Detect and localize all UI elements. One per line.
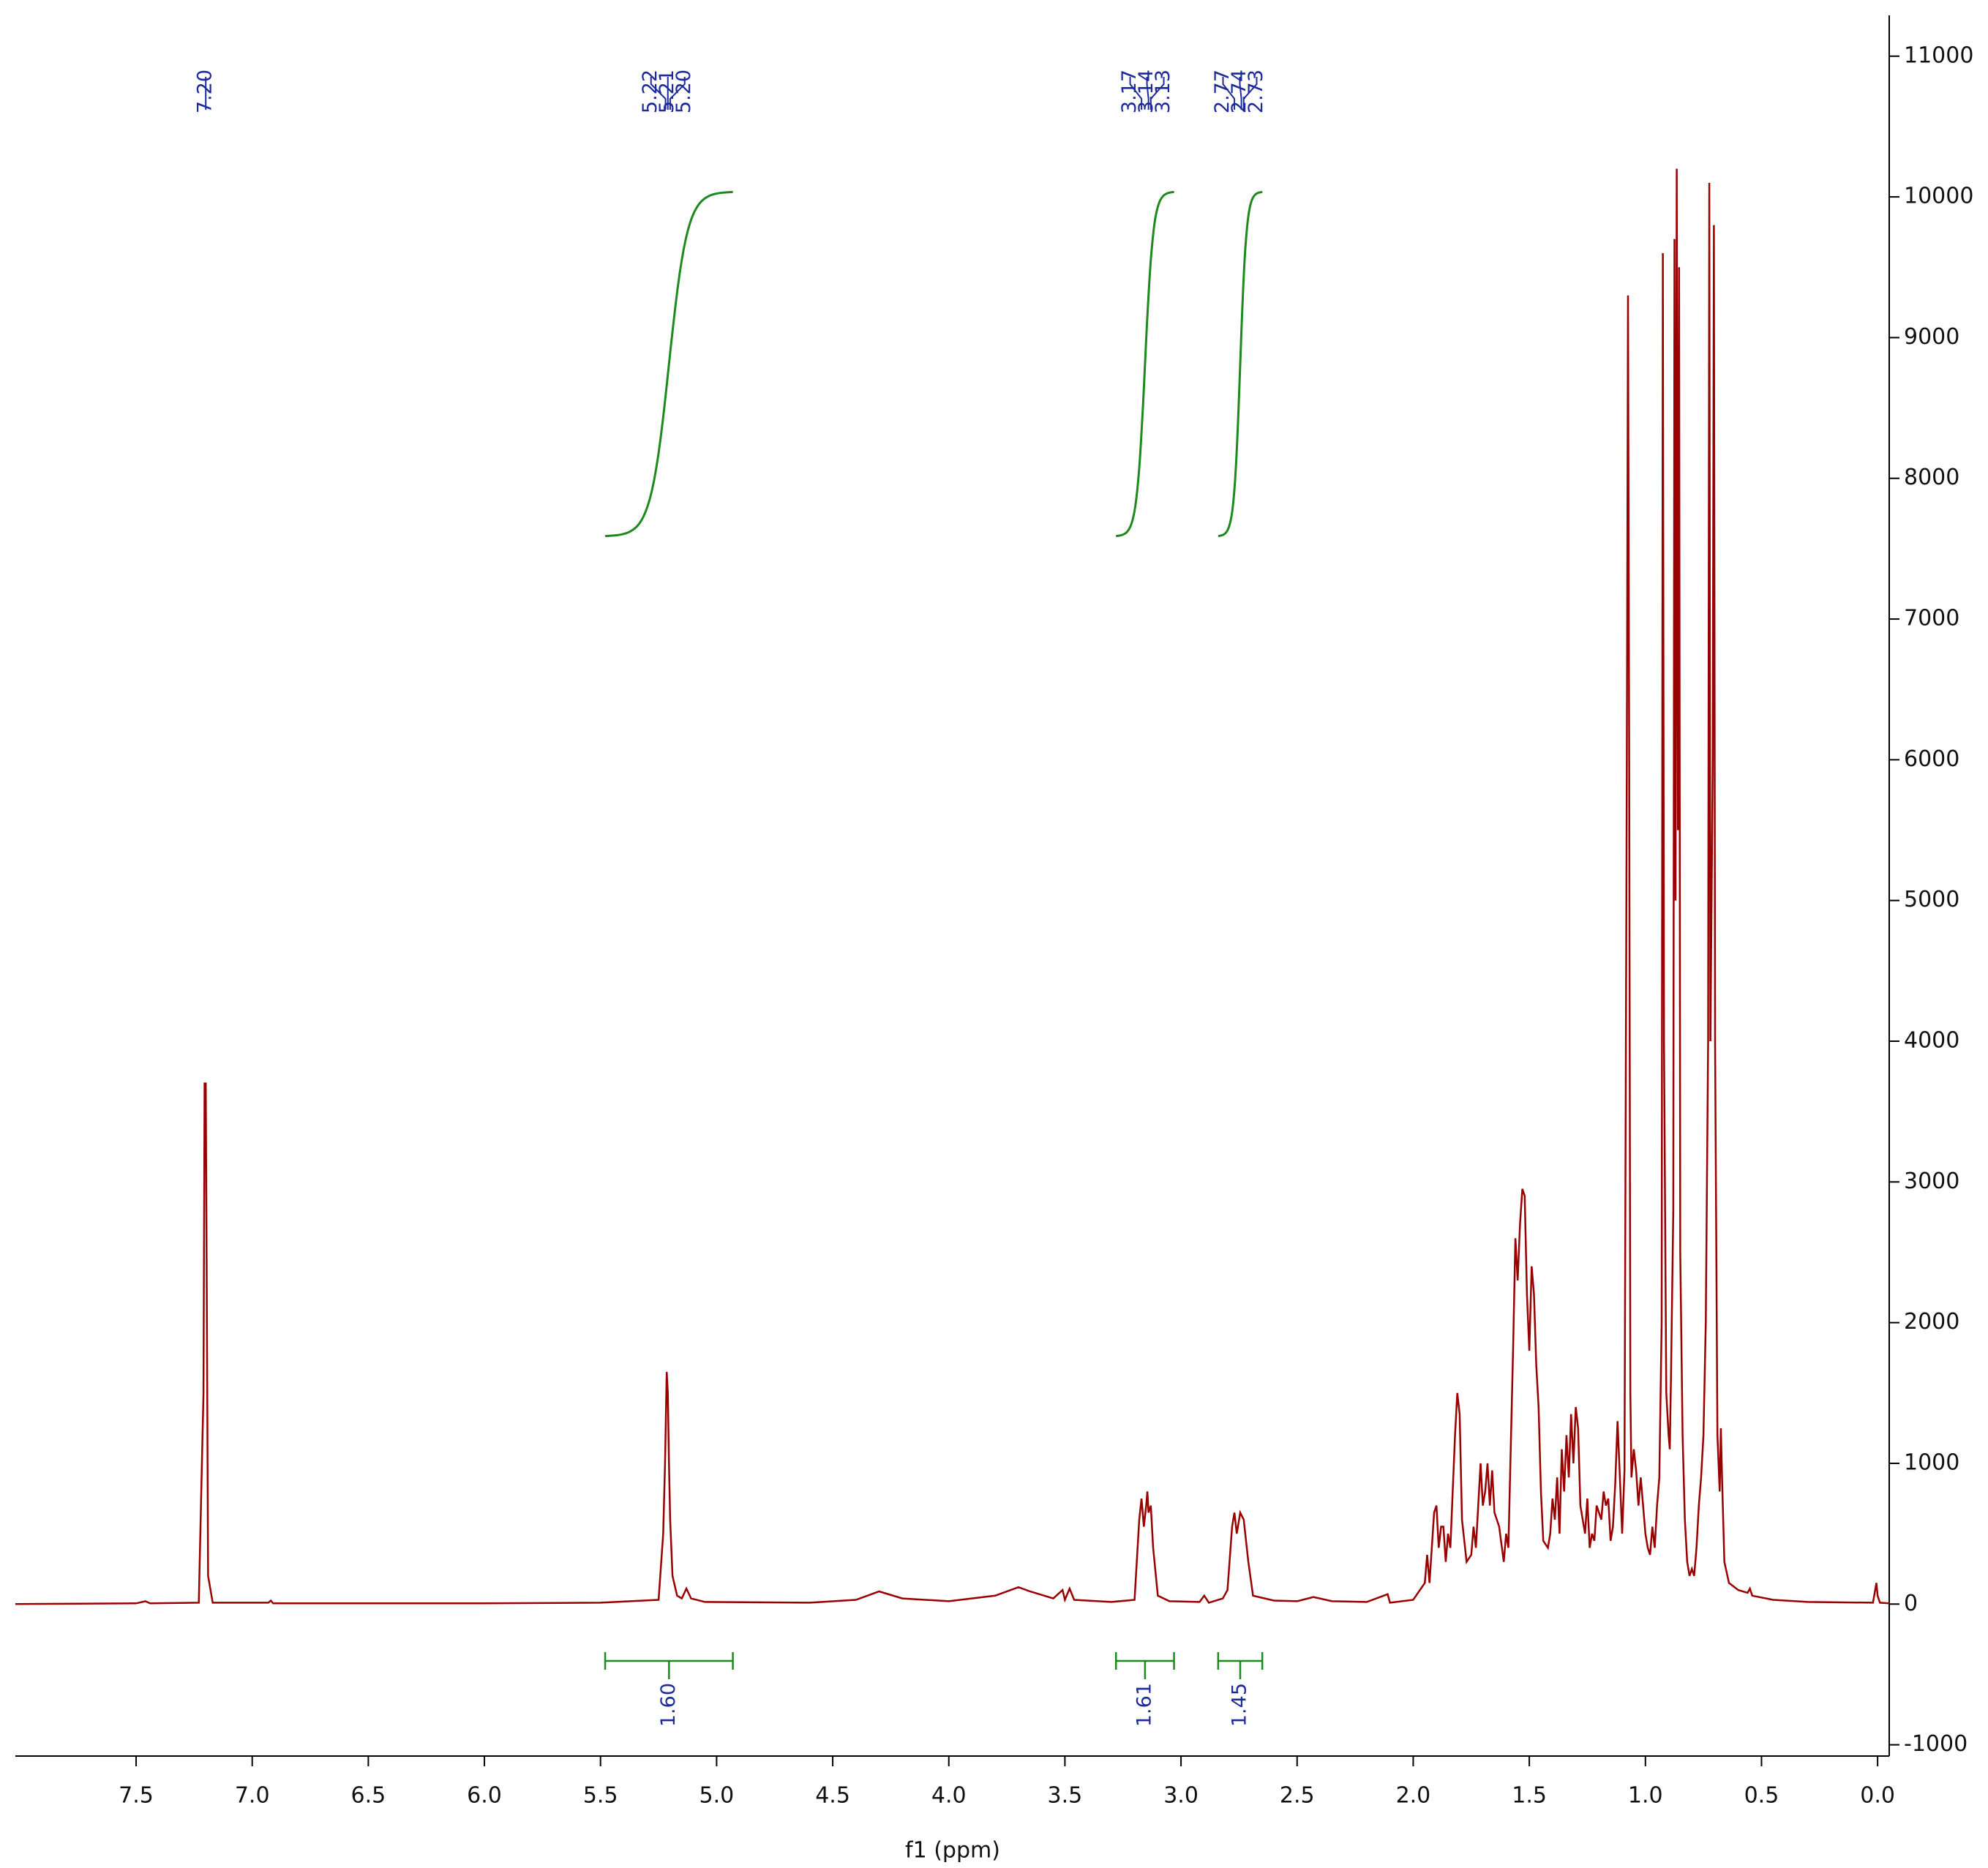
peak-connector [1146,77,1149,110]
integral-label: 1.61 [1133,1683,1155,1727]
x-tick-label: 3.0 [1163,1783,1199,1809]
y-tick-label: 5000 [1904,887,1959,912]
peak-connector [1222,77,1236,110]
y-tick-label: 8000 [1904,465,1959,490]
x-tick-label: 5.0 [699,1783,735,1809]
y-tick-label: 2000 [1904,1309,1959,1335]
integral-bracket [604,1652,734,1679]
peak-connector [669,77,686,110]
y-tick-label: 7000 [1904,606,1959,631]
x-tick-label: 7.5 [119,1783,154,1809]
integral-label: 1.60 [657,1683,680,1727]
integral-curve [1116,190,1174,538]
x-tick-label: 5.5 [583,1783,618,1809]
integral-bracket [1114,1652,1175,1679]
peak-label: 3.13 [1152,70,1174,113]
y-tick-label: 9000 [1904,324,1959,350]
y-tick-label: 4000 [1904,1028,1959,1054]
x-tick-label: 4.0 [931,1783,967,1809]
y-tick-label: 3000 [1904,1169,1959,1194]
y-tick-label: 11000 [1904,42,1973,68]
integral-curve [605,190,733,538]
integral-label: 1.45 [1229,1683,1251,1727]
integral-bracket [1217,1652,1264,1679]
x-tick-label: 4.5 [815,1783,850,1809]
x-tick-label: 1.5 [1512,1783,1547,1809]
y-tick-label: 0 [1904,1591,1918,1616]
y-tick-label: -1000 [1904,1731,1968,1757]
peak-connector [1239,77,1242,110]
x-tick-label: 6.5 [351,1783,386,1809]
integral-curve [1218,190,1263,538]
x-tick-label: 2.0 [1396,1783,1431,1809]
peak-label: 5.20 [672,70,695,113]
peak-connector [650,77,667,110]
peak-label: 2.73 [1245,70,1267,113]
spectrum-line [15,168,1890,1605]
x-tick-label: 1.0 [1628,1783,1663,1809]
x-axis-label: f1 (ppm) [905,1838,1000,1864]
x-tick-label: 2.5 [1280,1783,1315,1809]
peak-connector [1242,77,1258,110]
y-tick-label: 10000 [1904,184,1973,209]
y-tick-label: 6000 [1904,746,1959,772]
x-tick-label: 0.0 [1860,1783,1895,1809]
peak-connector [1129,77,1143,110]
y-tick-label: 1000 [1904,1449,1959,1475]
x-tick-label: 3.5 [1048,1783,1083,1809]
x-tick-label: 6.0 [467,1783,502,1809]
peak-connector [1149,77,1165,110]
x-tick-label: 0.5 [1744,1783,1779,1809]
x-tick-label: 7.0 [235,1783,270,1809]
